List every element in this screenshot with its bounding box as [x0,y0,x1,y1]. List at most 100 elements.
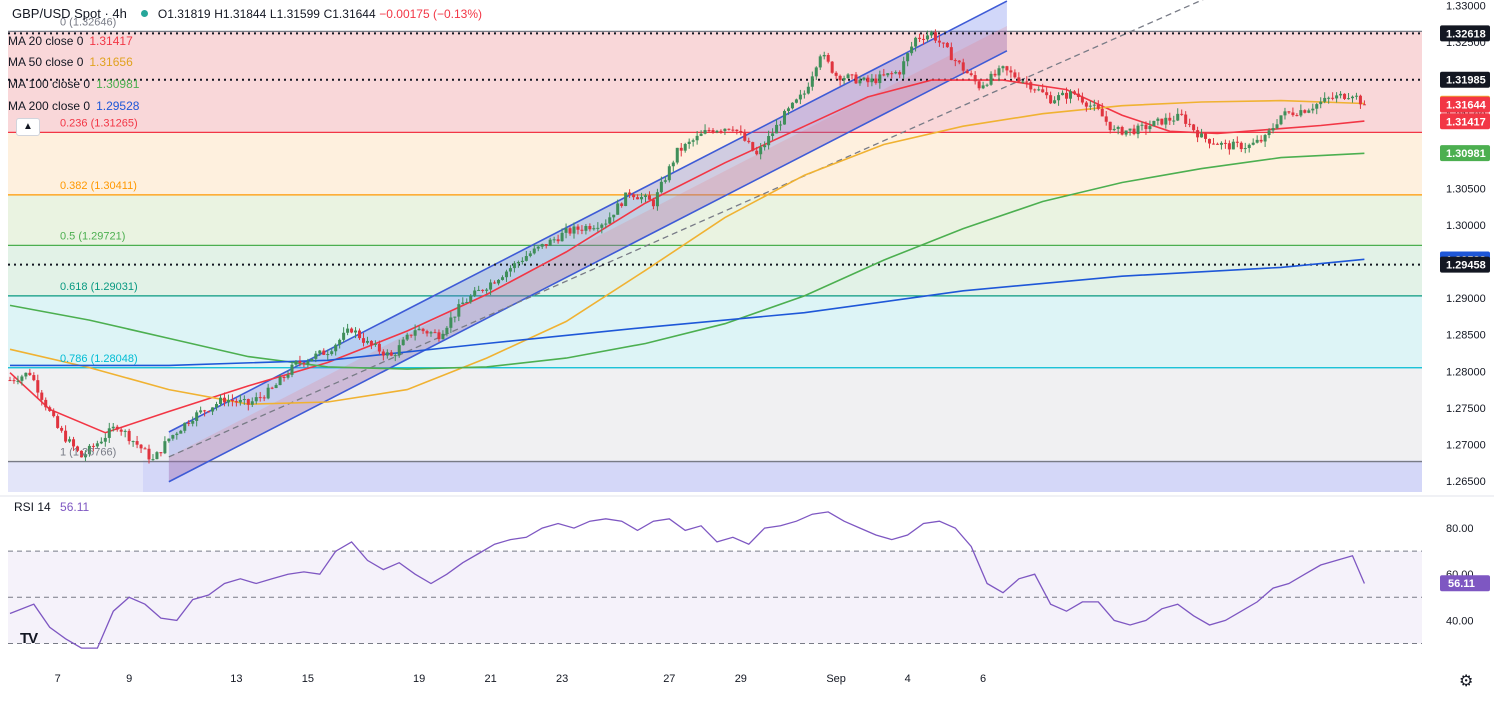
candle-body [683,144,687,151]
candle-body [655,192,659,207]
candle-body [79,450,83,458]
time-tick-label: 4 [905,673,911,685]
ohlc-high: H1.31844 [214,7,267,21]
candle-body [560,232,564,242]
candle-body [135,441,139,445]
rsi-tag-label: 56.11 [1448,578,1475,590]
candle-body [151,459,155,461]
candle-body [131,441,135,443]
candle-body [1172,120,1176,122]
price-axis: 1.330001.325001.320001.315001.310001.305… [1446,0,1486,627]
candle-body [346,328,350,333]
candle-body [707,130,711,132]
collapse-legend-button[interactable]: ▲ [16,118,40,136]
candle-body [1358,95,1362,105]
candle-body [977,81,981,89]
legend-ma100[interactable]: MA 100 close 0 1.30981 [8,77,139,91]
legend-ma200[interactable]: MA 200 close 0 1.29528 [8,99,139,113]
fib-label: 0.5 (1.29721) [60,230,125,242]
fib-label: 0.618 (1.29031) [60,281,138,293]
candle-body [508,268,512,272]
candle-body [636,197,640,200]
candle-body [933,32,937,41]
candle-body [993,73,997,76]
candle-body [751,142,755,151]
candle-body [759,147,763,155]
candle-body [334,344,338,352]
candle-body [1271,128,1275,131]
candle-body [1227,143,1231,150]
candle-body [242,399,246,401]
ohlc-close: C1.31644 [323,7,376,21]
candle-body [103,437,107,442]
candle-body [369,340,373,345]
candle-body [500,277,505,280]
candle-body [262,397,266,399]
candle-body [64,430,68,442]
candle-body [489,282,493,290]
time-axis: 7 9 13 15 19 21 23 27 29 Sep 4 6 [55,673,987,685]
candle-body [1140,124,1144,126]
candle-body [1327,97,1331,99]
candle-body [1251,142,1255,145]
candle-body [647,195,651,200]
ma100-value: 1.30981 [96,77,140,91]
price-tick-label: 1.30500 [1446,183,1486,195]
candle-body [481,289,485,291]
candle-body [183,422,187,431]
candle-body [274,385,278,389]
price-tick-label: 1.27000 [1446,439,1486,451]
candle-body [1164,117,1168,125]
symbol-legend[interactable]: GBP/USD Spot · 4h O1.31819 H1.31844 L1.31… [12,6,482,21]
candle-body [798,94,802,100]
candle-body [624,192,628,207]
candle-body [810,76,814,87]
candle-body [552,239,556,241]
legend-ma20[interactable]: MA 20 close 0 1.31417 [8,34,133,48]
candle-body [786,108,790,111]
candle-body [890,73,894,75]
candle-body [473,290,477,297]
candle-body [417,328,421,331]
candle-body [643,195,648,197]
candle-body [441,333,445,340]
symbol-title[interactable]: GBP/USD Spot · 4h [12,6,127,21]
fib-band [8,132,1422,195]
candle-body [16,380,20,382]
candle-body [409,334,413,336]
price-tick-label: 1.33000 [1446,0,1486,12]
candle-body [826,54,830,62]
price-tag-label: 1.30981 [1446,148,1486,160]
candle-body [675,147,679,163]
tradingview-logo[interactable]: TV [20,630,38,647]
candle-body [842,78,846,81]
time-tick-label: 21 [484,673,496,685]
candle-body [421,328,425,332]
fib-lines [8,30,1422,463]
candle-body [1144,124,1148,130]
candle-body [1339,93,1343,96]
legend-ma50[interactable]: MA 50 close 0 1.31656 [8,55,133,69]
candle-body [1104,116,1108,122]
candle-body [163,441,167,454]
candle-body [834,72,838,76]
fib-band [8,245,1422,296]
channel-lower-line [168,50,1008,483]
candle-body [580,229,584,231]
candle-body [1275,124,1279,129]
candle-body [1200,133,1204,138]
candle-body [250,401,254,405]
candle-body [640,196,644,200]
candle-body [1057,95,1061,101]
ohlc-change: −0.00175 (−0.13%) [379,7,483,21]
price-tag [1440,256,1490,273]
candle-body [72,439,76,447]
settings-icon[interactable]: ⚙ [1459,673,1474,690]
candle-body [743,132,747,141]
candle-body [326,354,330,356]
candle-body [354,330,358,333]
rsi-legend[interactable]: RSI 14 56.11 [14,500,89,514]
candle-body [504,271,508,278]
